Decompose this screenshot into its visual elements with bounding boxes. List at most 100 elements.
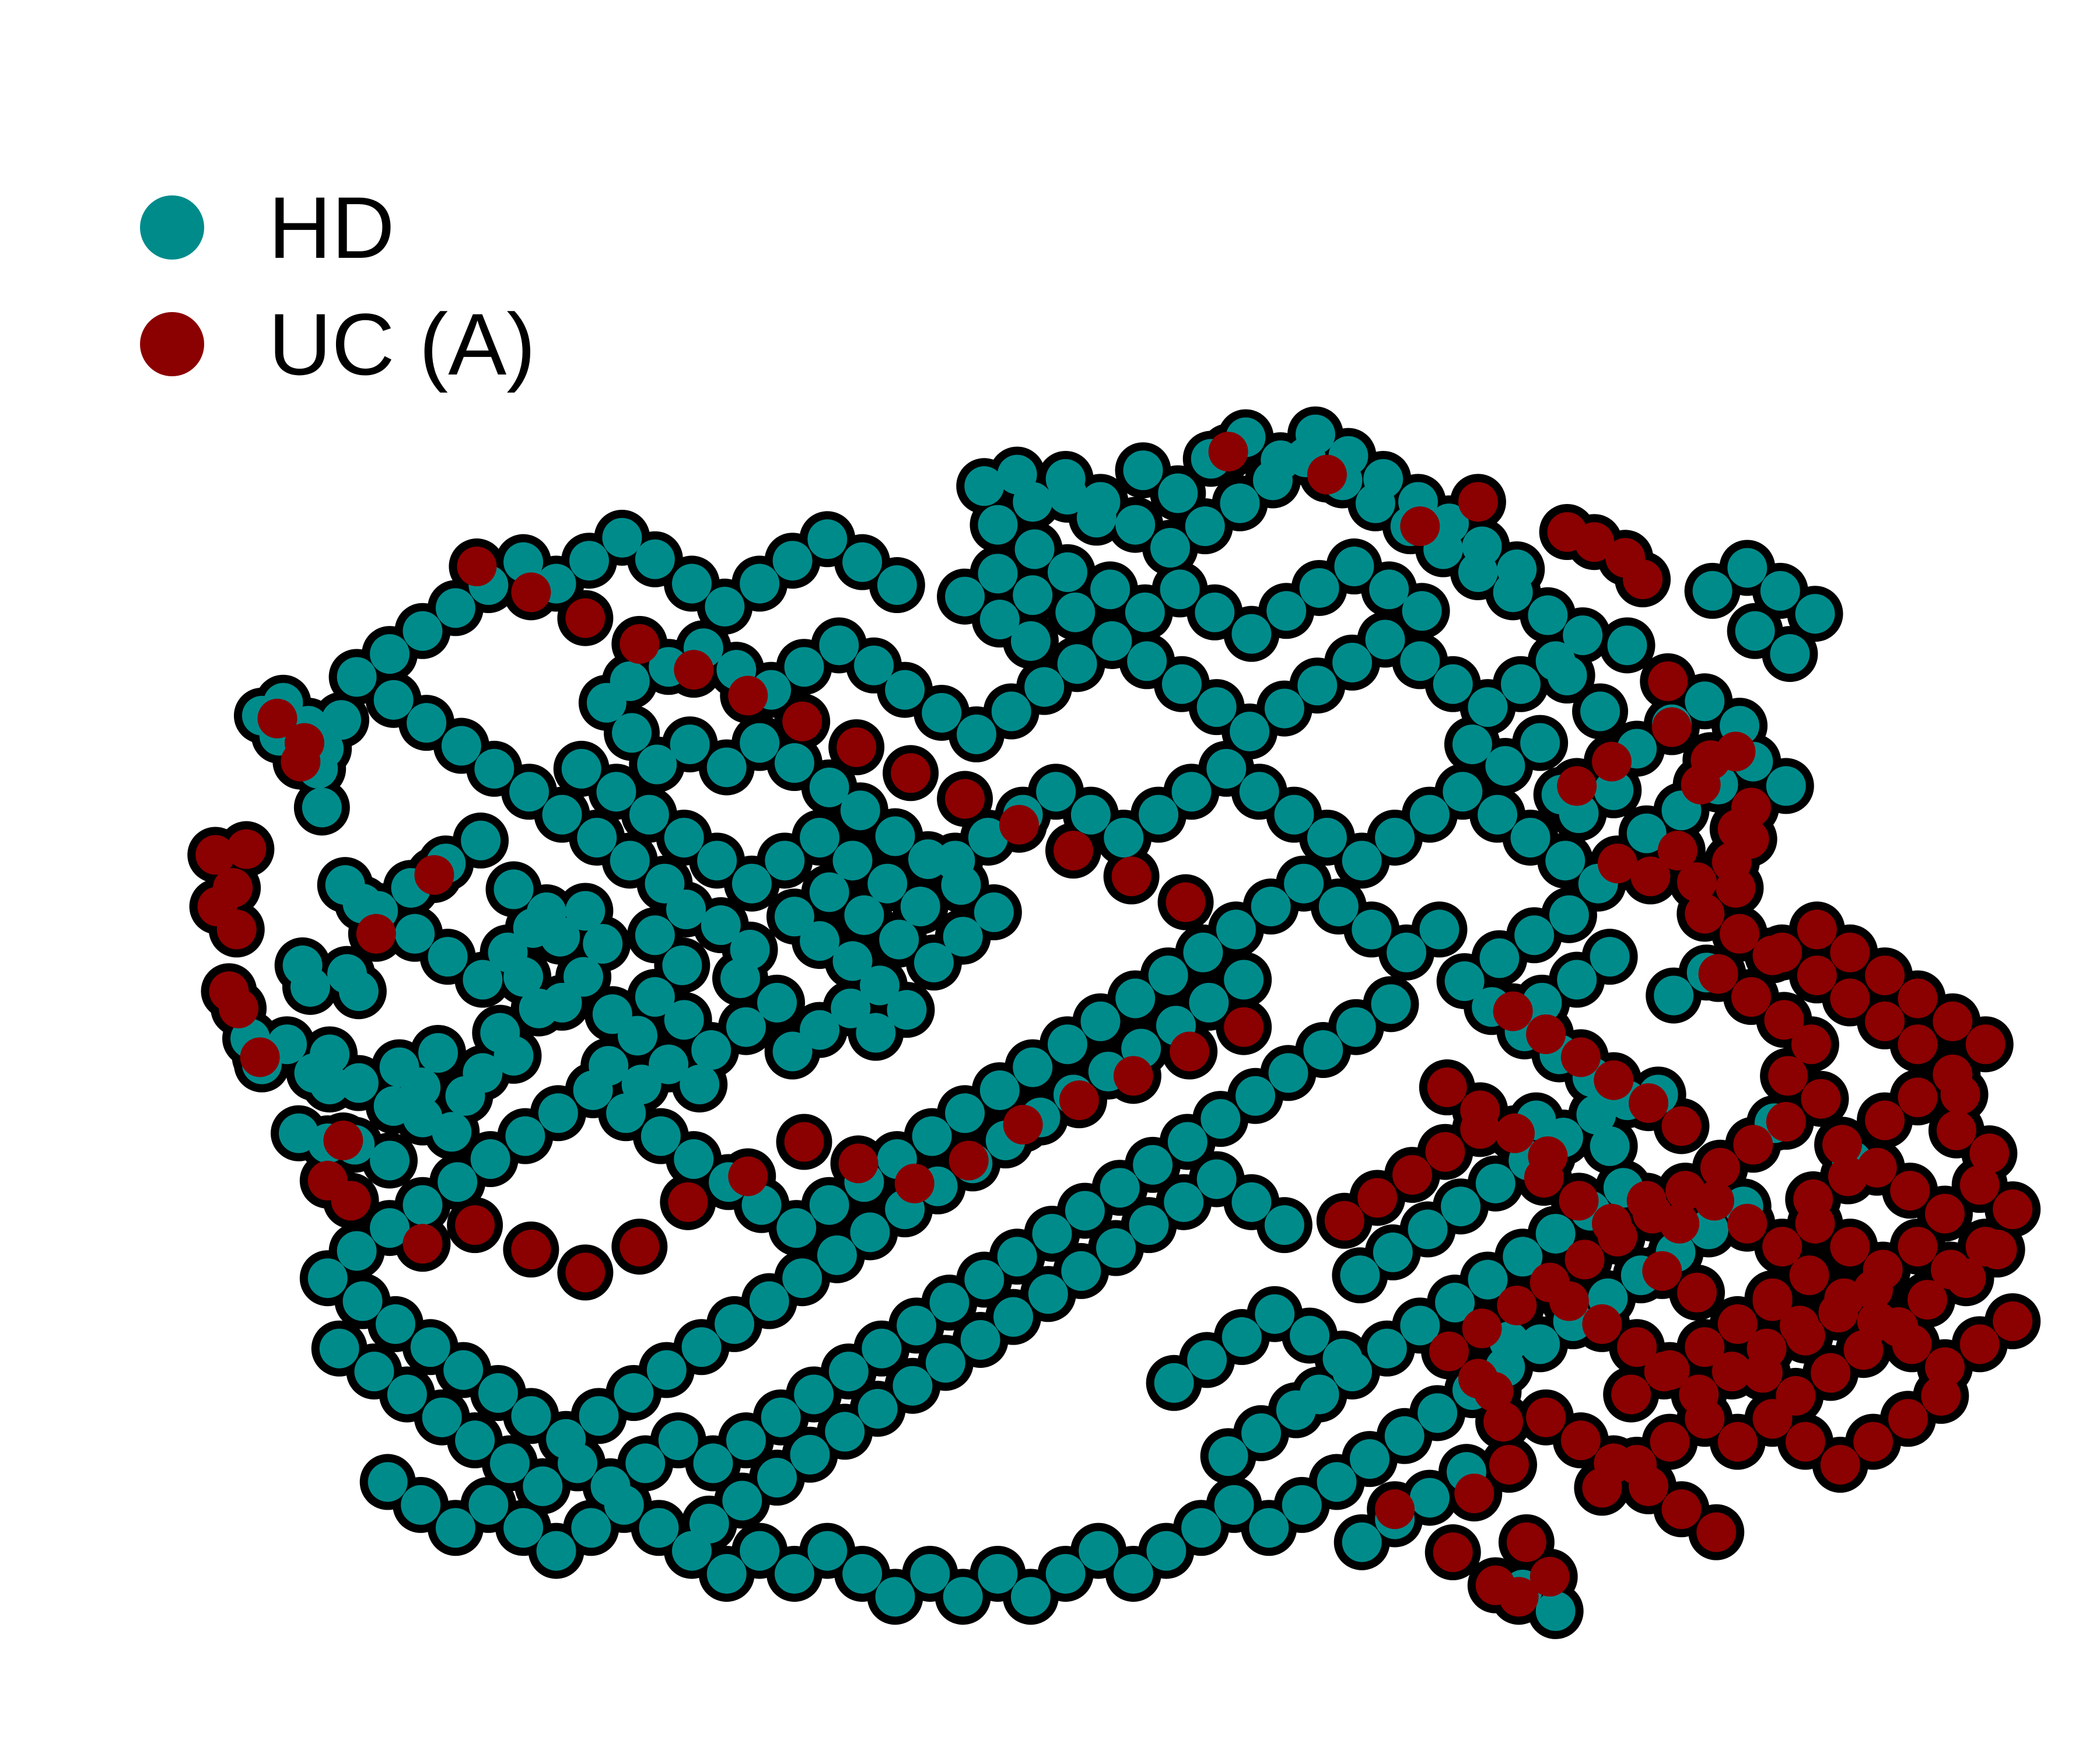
point-hd: [819, 625, 859, 666]
point-uc-a: [565, 598, 606, 638]
point-uc-a: [1629, 1083, 1669, 1124]
point-hd: [1230, 711, 1270, 751]
point-hd: [885, 670, 925, 710]
point-hd: [1468, 1259, 1508, 1300]
point-uc-a: [1560, 1420, 1601, 1461]
point-hd: [610, 841, 650, 881]
point-hd: [706, 1553, 747, 1594]
point-hd: [964, 466, 1005, 506]
point-hd: [503, 1508, 544, 1548]
point-hd: [1563, 615, 1603, 656]
point-uc-a: [1789, 1255, 1829, 1296]
point-uc-a: [891, 753, 931, 793]
point-hd: [1409, 794, 1450, 835]
point-uc-a: [1623, 559, 1663, 600]
point-uc-a: [1493, 991, 1533, 1031]
point-hd: [635, 915, 675, 956]
point-uc-a: [1700, 1147, 1740, 1188]
point-uc-a: [1574, 522, 1615, 562]
point-hd: [614, 1373, 654, 1413]
point-hd: [978, 554, 1018, 594]
point-uc-a: [1762, 1227, 1803, 1267]
point-uc-a: [894, 1163, 935, 1203]
point-uc-a: [1888, 1399, 1928, 1439]
point-hd: [1332, 1352, 1373, 1392]
point-hd: [461, 820, 501, 860]
point-hd: [1189, 982, 1229, 1023]
point-hd: [387, 1374, 427, 1415]
point-hd: [832, 941, 873, 981]
point-hd: [635, 539, 675, 579]
point-uc-a: [1698, 954, 1738, 994]
point-hd: [1375, 817, 1415, 858]
point-hd: [342, 1281, 383, 1321]
point-uc-a: [1059, 1080, 1099, 1121]
point-hd: [395, 914, 435, 954]
legend-item-uc-a: UC (A): [140, 286, 536, 402]
point-uc-a: [1650, 1422, 1690, 1462]
point-hd: [800, 817, 840, 858]
point-hd: [645, 863, 685, 904]
point-hd: [463, 960, 503, 1000]
point-hd: [715, 1304, 754, 1344]
point-hd: [583, 924, 623, 964]
point-hd: [596, 772, 636, 812]
point-uc-a: [1820, 1445, 1860, 1485]
point-uc-a: [1679, 1374, 1719, 1415]
point-uc-a: [1830, 932, 1870, 972]
point-hd: [1133, 1144, 1173, 1185]
point-hd: [455, 1420, 495, 1461]
point-hd: [1231, 1182, 1272, 1222]
point-hd: [307, 1258, 348, 1298]
point-uc-a: [1549, 1281, 1589, 1321]
point-uc-a: [1946, 1258, 1986, 1298]
point-hd: [968, 817, 1008, 858]
point-hd: [860, 965, 900, 1006]
point-uc-a: [728, 1156, 768, 1196]
point-hd: [1196, 1159, 1237, 1199]
point-hd: [1369, 569, 1409, 610]
point-uc-a: [1054, 831, 1093, 871]
point-uc-a: [1965, 1024, 2006, 1065]
points-layer: [187, 406, 2041, 1639]
point-hd: [1766, 766, 1806, 806]
point-hd: [428, 937, 468, 977]
point-uc-a: [1661, 1489, 1702, 1530]
point-hd: [1264, 688, 1304, 729]
point-uc-a: [1830, 978, 1870, 1019]
point-hd: [1478, 794, 1518, 835]
point-hd: [1520, 1324, 1560, 1364]
point-hd: [701, 905, 741, 946]
point-uc-a: [1752, 1278, 1793, 1318]
point-hd: [1549, 895, 1589, 935]
point-hd: [1503, 1237, 1543, 1277]
point-hd: [1296, 414, 1335, 454]
point-hd: [693, 1443, 733, 1483]
point-hd: [858, 1389, 898, 1429]
point-hd: [774, 743, 814, 783]
point-uc-a: [1617, 1445, 1657, 1485]
point-uc-a: [1797, 909, 1837, 950]
point-hd: [474, 748, 514, 789]
point-uc-a: [1506, 1522, 1546, 1562]
point-hd: [664, 1000, 704, 1040]
point-uc-a: [1526, 1397, 1566, 1437]
point-uc-a: [1731, 977, 1771, 1017]
point-uc-a: [1003, 1104, 1043, 1144]
point-uc-a: [240, 1037, 280, 1077]
point-uc-a: [216, 909, 257, 950]
point-hd: [1373, 1232, 1413, 1272]
point-uc-a: [1429, 1331, 1469, 1371]
point-hd: [726, 1007, 766, 1047]
point-hd: [1158, 473, 1198, 513]
point-hd: [418, 1032, 459, 1073]
point-hd: [1485, 746, 1525, 786]
point-hd: [646, 1350, 687, 1390]
point-hd: [565, 891, 606, 931]
point-hd: [1224, 960, 1264, 1000]
point-hd: [1528, 595, 1568, 635]
point-uc-a: [1357, 1178, 1398, 1218]
point-hd: [1220, 483, 1260, 523]
point-hd: [488, 932, 528, 972]
point-uc-a: [1865, 1100, 1905, 1140]
